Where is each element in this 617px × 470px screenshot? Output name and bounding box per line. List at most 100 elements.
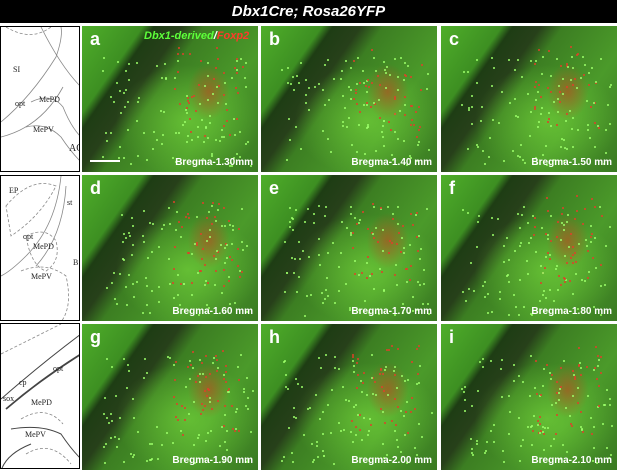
- cell-dot: [325, 354, 328, 357]
- cell-dot: [382, 135, 385, 138]
- cell-dot: [591, 198, 594, 201]
- cell-dot: [305, 78, 308, 81]
- cell-dot: [283, 360, 286, 363]
- cell-dot: [389, 239, 392, 242]
- cell-dot: [106, 287, 108, 290]
- cell-dot: [208, 306, 211, 309]
- cell-dot: [527, 426, 530, 429]
- cell-dot: [213, 77, 216, 80]
- cell-dot: [484, 295, 487, 298]
- cell-dot: [562, 276, 565, 279]
- cell-dot: [358, 222, 361, 225]
- cell-dot: [358, 413, 361, 416]
- cell-dot: [417, 381, 420, 384]
- cell-dot: [496, 218, 499, 221]
- atlas-diagram: SI opt MePD MePV AC: [0, 26, 80, 172]
- cell-dot: [352, 354, 355, 357]
- cell-dot: [492, 234, 495, 237]
- cell-dot: [556, 235, 559, 238]
- cell-dot: [342, 95, 345, 98]
- cell-dot: [598, 384, 601, 387]
- cell-dot: [304, 220, 307, 223]
- cell-dot: [566, 221, 568, 224]
- cell-dot: [375, 394, 378, 397]
- cell-dot: [225, 242, 228, 245]
- cell-dot: [371, 82, 374, 85]
- cell-dot: [589, 105, 592, 108]
- cell-dot: [319, 367, 322, 370]
- cell-dot: [407, 432, 410, 435]
- cell-dot: [544, 427, 547, 430]
- cell-dot: [399, 251, 402, 253]
- cell-dot: [200, 258, 203, 261]
- cell-dot: [412, 295, 415, 298]
- cell-dot: [461, 103, 464, 106]
- cell-dot: [223, 404, 226, 407]
- cell-dot: [224, 247, 227, 250]
- cell-dot: [288, 118, 291, 121]
- cell-dot: [592, 369, 595, 372]
- cell-dot: [355, 151, 358, 154]
- cell-dot: [346, 227, 349, 230]
- cell-dot: [118, 272, 121, 275]
- cell-dot: [519, 227, 522, 230]
- cell-dot: [587, 71, 590, 74]
- cell-dot: [215, 355, 218, 358]
- legend-red: Foxp2: [216, 30, 250, 42]
- cell-dot: [523, 161, 526, 164]
- cell-dot: [284, 373, 287, 376]
- cell-dot: [515, 115, 518, 118]
- cell-dot: [231, 224, 234, 227]
- cell-dot: [196, 241, 199, 244]
- cell-dot: [397, 205, 400, 208]
- cell-dot: [540, 394, 543, 397]
- cell-dot: [418, 129, 421, 132]
- cell-dot: [201, 157, 204, 160]
- cell-dot: [217, 251, 220, 254]
- cell-dot: [175, 415, 178, 418]
- cell-dot: [105, 358, 108, 361]
- cell-dot: [350, 206, 353, 209]
- cell-dot: [349, 98, 352, 101]
- cell-dot: [358, 308, 361, 311]
- cell-dot: [206, 388, 209, 391]
- cell-dot: [371, 376, 374, 379]
- cell-dot: [544, 297, 547, 300]
- cell-dot: [362, 70, 365, 73]
- cell-dot: [251, 389, 254, 392]
- cell-dot: [208, 388, 211, 391]
- panel-letter: f: [449, 178, 455, 198]
- cell-dot: [552, 438, 555, 441]
- cell-dot: [371, 354, 374, 357]
- cell-dot: [535, 157, 538, 160]
- cell-dot: [195, 215, 198, 218]
- cell-dot: [543, 267, 546, 270]
- cell-dot: [201, 409, 204, 412]
- cell-dot: [197, 84, 200, 87]
- cell-dot: [517, 213, 520, 215]
- cell-dot: [158, 300, 161, 303]
- cell-dot: [396, 138, 399, 141]
- bregma-label: Bregma-2.00 mm: [351, 455, 432, 466]
- cell-dot: [130, 254, 133, 257]
- cell-dot: [377, 307, 380, 310]
- cell-dot: [221, 425, 224, 428]
- cell-dot: [161, 444, 164, 447]
- cell-dot: [296, 74, 299, 77]
- cell-dot: [373, 236, 376, 239]
- cell-dot: [116, 302, 119, 305]
- cell-dot: [540, 73, 543, 76]
- cell-dot: [192, 366, 195, 369]
- cell-dot: [121, 257, 124, 260]
- cell-dot: [563, 138, 566, 141]
- cell-dot: [366, 104, 369, 107]
- cell-dot: [209, 396, 212, 399]
- cell-dot: [302, 434, 305, 437]
- cell-dot: [410, 410, 413, 413]
- cell-dot: [416, 135, 419, 138]
- cell-dot: [350, 233, 353, 236]
- cell-dot: [169, 356, 172, 359]
- cell-dot: [388, 348, 391, 351]
- cell-dot: [186, 111, 189, 114]
- cell-dot: [354, 260, 357, 263]
